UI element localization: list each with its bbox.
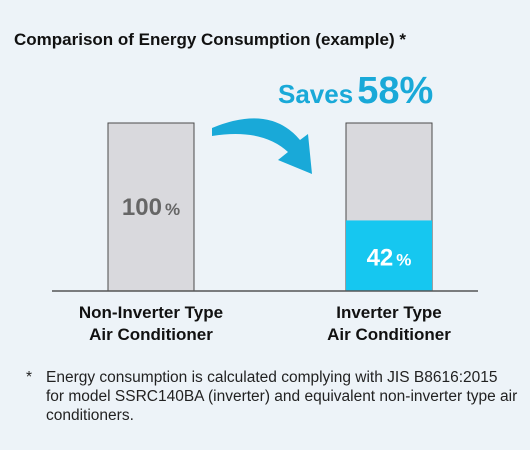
category-label-non-inverter: Non-Inverter Type Air Conditioner (41, 302, 261, 346)
category-label-line: Inverter Type (336, 303, 442, 322)
data-label-non-inverter: 100% (122, 194, 180, 221)
footnote-mark: * (26, 369, 33, 386)
savings-unit: % (399, 70, 434, 112)
footnote-text: Energy consumption is calculated complyi… (46, 369, 518, 424)
footnote: * Energy consumption is calculated compl… (26, 368, 518, 425)
savings-label: Saves (278, 79, 354, 109)
savings-number: 58 (357, 70, 400, 112)
savings-value: 58% (357, 70, 433, 112)
bar-inverter-consumption (346, 220, 432, 291)
bar-non-inverter (107, 122, 195, 292)
chart-title: Comparison of Energy Consumption (exampl… (14, 30, 406, 49)
savings-arrow-icon (212, 118, 312, 174)
category-label-line: Air Conditioner (327, 325, 451, 344)
category-label-inverter: Inverter Type Air Conditioner (279, 302, 499, 346)
data-label-inverter: 42% (367, 245, 412, 272)
category-label-line: Air Conditioner (89, 325, 213, 344)
savings-callout: Saves 58% (278, 70, 433, 113)
category-label-line: Non-Inverter Type (78, 303, 224, 322)
